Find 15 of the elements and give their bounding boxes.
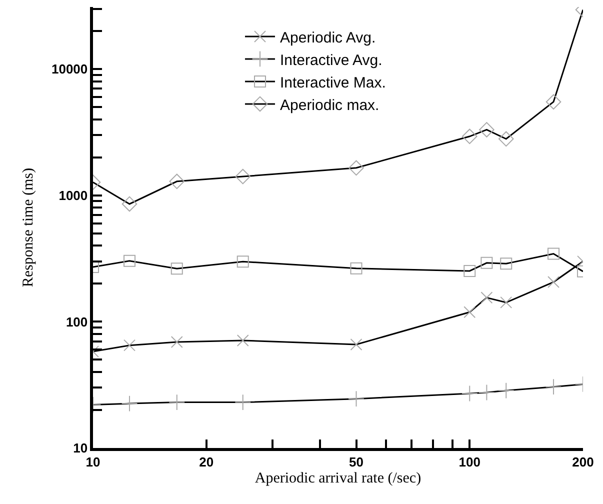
- legend-label: Interactive Avg.: [280, 52, 382, 69]
- x-axis-title: Aperiodic arrival rate (/sec): [254, 470, 422, 486]
- x-tick-label: 10: [86, 454, 100, 470]
- x-tick-label: 50: [349, 454, 364, 470]
- x-tick-label: 200: [572, 454, 594, 470]
- x-tick-label: 100: [458, 454, 480, 470]
- y-tick-label: 100: [66, 314, 88, 330]
- legend-label: Aperiodic max.: [280, 96, 380, 114]
- y-tick-label: 1000: [58, 188, 88, 203]
- y-axis-title: Response time (ms): [20, 168, 37, 288]
- y-tick-label: 10000: [51, 62, 88, 77]
- legend-label: Aperiodic Avg.: [280, 29, 376, 46]
- y-tick-label: 10: [73, 440, 88, 456]
- legend-label: Interactive Max.: [280, 74, 386, 92]
- x-tick-label: 20: [199, 454, 214, 470]
